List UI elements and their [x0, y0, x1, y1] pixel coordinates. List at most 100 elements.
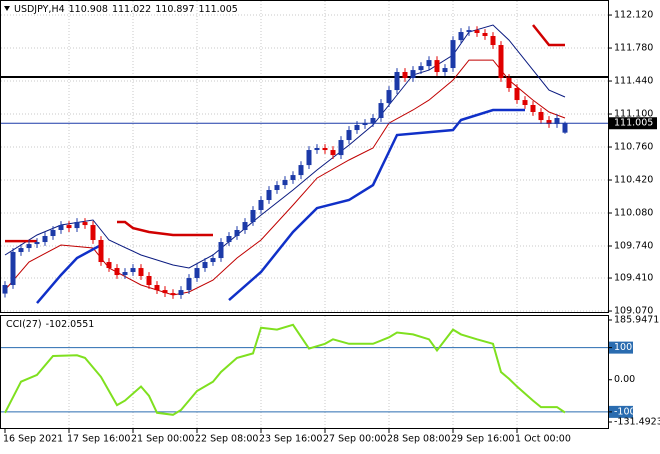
x-tick-label: 23 Sep 16:00	[259, 434, 322, 445]
x-tick-label: 28 Sep 08:00	[387, 434, 450, 445]
x-tick-label: 27 Sep 00:00	[323, 434, 386, 445]
y-tick-label: 110.760	[614, 142, 653, 153]
level-label-box	[609, 405, 633, 418]
x-tick-label: 29 Sep 16:00	[451, 434, 514, 445]
candle-body	[450, 40, 456, 69]
candle-body	[50, 229, 56, 237]
candle-body	[290, 175, 296, 181]
candle-body	[354, 124, 360, 131]
indicator-line	[36, 243, 102, 304]
close-price: 111.005	[199, 4, 238, 15]
candle-body	[530, 105, 536, 112]
candle-body	[154, 285, 160, 291]
candle-body	[434, 60, 440, 73]
cci-tick-label: -131.4923	[614, 417, 660, 428]
candle-body	[298, 165, 304, 176]
candle-body	[226, 236, 232, 243]
candle-body	[282, 180, 288, 186]
y-tick-label: 110.080	[614, 208, 653, 219]
candle-body	[74, 222, 80, 229]
candle-body	[370, 118, 376, 124]
candle-body	[10, 252, 16, 286]
candle-body	[82, 222, 88, 226]
candle-body	[458, 32, 464, 41]
candle-body	[34, 242, 40, 245]
current-price: 111.005	[614, 118, 653, 129]
indicator-line	[4, 24, 566, 269]
candle-body	[474, 30, 480, 33]
cci-line	[4, 323, 566, 416]
y-tick-label: 111.100	[614, 109, 653, 120]
cci-tick-label: 0.00	[614, 374, 635, 385]
candle-body	[306, 150, 312, 166]
candle-body	[146, 275, 152, 286]
cci-label: CCI(27)	[6, 319, 42, 330]
level-label-box	[609, 341, 633, 354]
open-price: 110.908	[69, 4, 108, 15]
candle-body	[66, 225, 72, 229]
candle-body	[250, 210, 256, 223]
y-tick-label: 109.410	[614, 273, 653, 284]
candle-body	[562, 123, 568, 133]
y-tick-label: 111.440	[614, 76, 653, 87]
candle-body	[418, 66, 424, 71]
candle-body	[394, 72, 400, 91]
indicator-line	[228, 108, 525, 302]
candle-body	[338, 140, 344, 156]
indicator-line	[117, 220, 213, 237]
candle-body	[378, 103, 384, 119]
cci-panel	[0, 315, 609, 429]
candle-body	[482, 32, 488, 37]
candle-body	[538, 111, 544, 121]
candle-body	[314, 147, 320, 151]
candle-body	[498, 45, 504, 79]
main-panel	[0, 0, 609, 313]
cci-tick-label: -100	[614, 406, 636, 417]
y-tick-label: 111.780	[614, 43, 653, 54]
candle-body	[130, 268, 136, 273]
y-tick-label: 110.420	[614, 175, 653, 186]
candle-body	[106, 262, 112, 269]
candle-body	[522, 100, 528, 106]
candle-body	[410, 70, 416, 79]
candle-body	[514, 88, 520, 101]
candle-body	[18, 248, 24, 253]
candle-body	[26, 244, 32, 249]
candle-body	[274, 185, 280, 191]
candle-body	[546, 120, 552, 125]
candle-body	[266, 190, 272, 201]
candle-body	[466, 30, 472, 33]
candle-body	[138, 268, 144, 276]
cci-header: CCI(27) -102.0551	[6, 319, 94, 330]
low-price: 110.897	[155, 4, 194, 15]
candle-body	[426, 60, 432, 67]
candle-body	[362, 123, 368, 125]
candle-body	[202, 262, 208, 269]
candle-body	[42, 236, 48, 243]
candle-body	[386, 90, 392, 104]
candle-body	[554, 118, 560, 125]
candle-body	[162, 290, 168, 294]
candle-body	[170, 293, 176, 296]
high-price: 111.022	[112, 4, 151, 15]
collapse-icon[interactable]	[4, 6, 10, 11]
y-tick-label: 112.120	[614, 10, 653, 21]
y-tick-label: 109.740	[614, 241, 653, 252]
cci-last: -102.0551	[46, 319, 95, 330]
candle-body	[178, 290, 184, 296]
candle-body	[322, 147, 328, 151]
candle-body	[242, 222, 248, 230]
candle-body	[330, 150, 336, 156]
candle-body	[90, 225, 96, 240]
y-tick-label: 109.070	[614, 306, 653, 317]
candle-body	[258, 200, 264, 211]
symbol: USDJPY,H4	[14, 4, 65, 15]
cci-tick-label: 185.9471	[614, 315, 659, 326]
candle-body	[186, 278, 192, 291]
candle-body	[234, 229, 240, 237]
x-tick-label: 16 Sep 2021	[3, 434, 63, 445]
candle-body	[98, 239, 104, 263]
candle-body	[506, 78, 512, 89]
x-tick-label: 22 Sep 08:00	[195, 434, 258, 445]
